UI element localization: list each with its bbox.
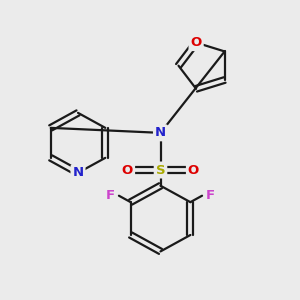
Text: S: S (156, 164, 165, 176)
Text: O: O (188, 164, 199, 176)
Text: F: F (106, 189, 115, 202)
Text: N: N (155, 126, 166, 140)
Text: O: O (190, 36, 202, 49)
Text: F: F (206, 189, 215, 202)
Text: O: O (122, 164, 133, 176)
Text: N: N (72, 167, 84, 179)
